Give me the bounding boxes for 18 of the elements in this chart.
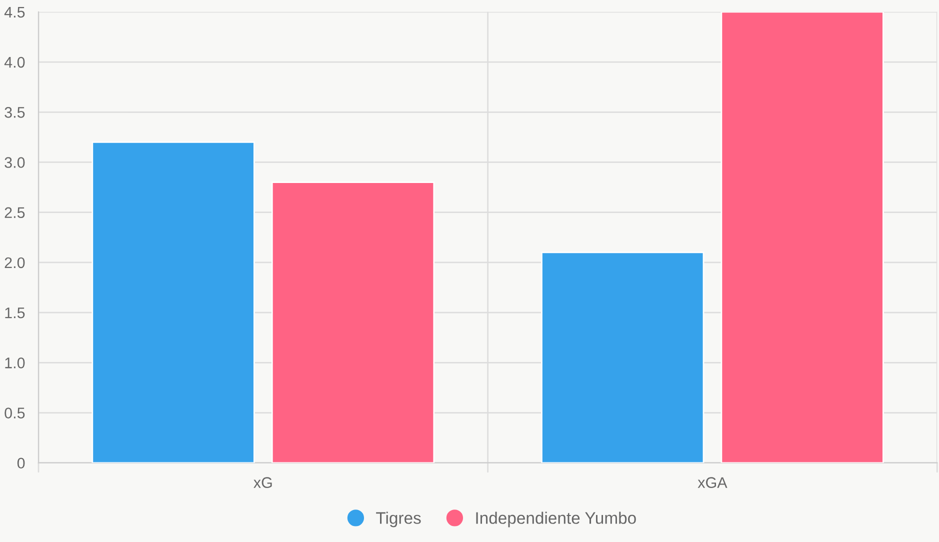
y-tick-label: 0 xyxy=(17,458,25,469)
legend-label: Independiente Yumbo xyxy=(476,512,636,528)
bar xyxy=(720,12,884,463)
legend-label: Tigres xyxy=(376,512,421,528)
bar xyxy=(271,182,435,463)
y-tick-label: 2.0 xyxy=(4,257,25,268)
y-tick-label: 4.0 xyxy=(4,56,25,68)
y-tick-label: 1.5 xyxy=(5,308,25,318)
bar xyxy=(541,252,704,463)
y-tick-label: 1.0 xyxy=(5,358,25,368)
x-tick-label: xGA xyxy=(698,477,728,488)
y-tick-label: 0.5 xyxy=(4,408,25,418)
x-tick-label: xG xyxy=(254,477,272,488)
y-tick-label: 2.5 xyxy=(4,207,25,218)
y-tick-label: 4.5 xyxy=(4,6,25,18)
bar xyxy=(92,142,255,463)
y-tick-label: 3.5 xyxy=(4,107,25,118)
y-tick-label: 3.0 xyxy=(4,157,25,168)
